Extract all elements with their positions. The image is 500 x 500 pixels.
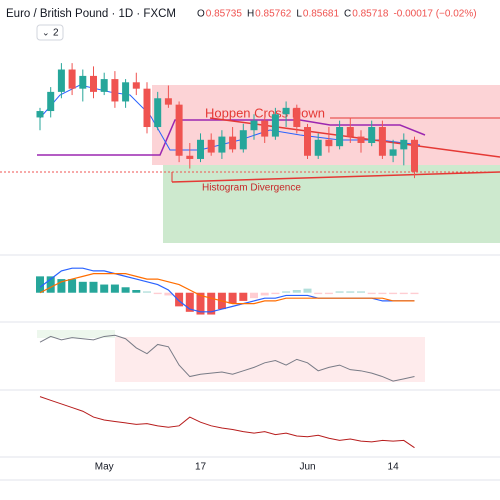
candle-body <box>111 79 119 102</box>
candle-body <box>314 139 322 156</box>
macd-histogram <box>196 292 205 315</box>
candle-body <box>164 98 172 105</box>
macd-histogram <box>68 279 77 293</box>
macd-histogram <box>143 291 151 293</box>
macd-histogram <box>314 292 323 295</box>
candle-body <box>261 120 269 137</box>
candle-body <box>293 107 301 128</box>
ohlc-label: O <box>197 9 205 20</box>
ohlc-label: C <box>344 9 351 20</box>
macd-histogram <box>399 292 408 295</box>
candle-body <box>175 104 183 156</box>
x-tick-label: May <box>95 462 114 473</box>
macd-histogram <box>36 276 44 293</box>
macd-histogram <box>410 292 419 295</box>
macd-histogram <box>389 292 398 295</box>
candle-body <box>207 139 215 153</box>
candle-body <box>368 127 376 143</box>
candle-body <box>132 82 140 89</box>
macd-histogram <box>282 291 291 293</box>
macd-histogram <box>175 292 184 307</box>
macd-histogram <box>89 281 98 293</box>
macd-histogram <box>153 292 162 295</box>
candle-body <box>68 69 76 89</box>
stop-zone <box>163 165 500 243</box>
macd-histogram <box>260 292 269 296</box>
macd-histogram <box>378 292 387 295</box>
macd-histogram <box>228 292 237 304</box>
ohlc-label: L <box>296 9 302 20</box>
candle-body <box>325 139 333 147</box>
candle-body <box>122 82 130 102</box>
candle-body <box>57 69 65 92</box>
trend-line <box>171 171 500 183</box>
macd-histogram <box>346 291 355 293</box>
candle-body <box>197 139 204 159</box>
candle-body <box>357 136 365 143</box>
macd-histogram <box>164 292 173 296</box>
candle-body <box>79 75 87 89</box>
candle-body <box>36 111 44 118</box>
candle-body <box>336 127 344 147</box>
candle-body <box>378 127 386 156</box>
ohlc-label: H <box>247 9 254 20</box>
macd-histogram <box>367 292 376 295</box>
x-tick-label: 17 <box>195 462 207 473</box>
indicator-toggle[interactable] <box>36 24 64 41</box>
macd-histogram <box>110 284 119 293</box>
candle-body <box>400 139 408 150</box>
pane-separators <box>0 254 500 481</box>
ohlc-value: 0.85718 <box>352 9 389 20</box>
macd-histogram <box>132 290 141 293</box>
macd-histogram <box>57 279 66 293</box>
candle-body <box>154 98 162 128</box>
macd-histogram <box>357 291 365 293</box>
indicator-arrow: ⌄ <box>42 27 50 37</box>
candle-body <box>304 127 311 156</box>
candle-body <box>346 127 354 137</box>
macd-histogram <box>239 292 248 301</box>
candle-body <box>100 79 108 92</box>
change: -0.00017 (−0.02%) <box>393 9 476 20</box>
macd-histogram <box>250 292 258 299</box>
ohlc-value: 0.85735 <box>206 9 243 20</box>
ohlc-value: 0.85762 <box>255 9 292 20</box>
chart-title: Euro / British Pound · 1D · FXCM <box>6 8 176 20</box>
macd-histogram <box>207 292 216 315</box>
candle-body <box>250 120 258 131</box>
x-tick-label: Jun <box>299 462 315 473</box>
macd-histogram <box>185 292 194 312</box>
macd-line <box>39 273 415 305</box>
macd-histogram <box>292 290 301 293</box>
macd-histogram <box>78 281 87 293</box>
candle-body <box>271 114 279 137</box>
candle-body <box>90 75 97 92</box>
candle-body <box>218 136 226 153</box>
macd-histogram <box>303 288 312 293</box>
candle-body <box>389 149 397 156</box>
candle-body <box>186 155 194 159</box>
oscillator-zone <box>115 337 425 382</box>
macd-histogram <box>324 292 333 295</box>
indicator-badge: 2 <box>53 28 59 39</box>
x-tick-label: 14 <box>388 462 400 473</box>
oscillator-zone <box>37 330 115 338</box>
candle-body <box>282 107 290 115</box>
candle-body <box>411 139 418 172</box>
ohlc-value: 0.85681 <box>303 9 340 20</box>
macd-histogram <box>271 292 280 295</box>
trend-line <box>209 117 500 158</box>
oscillator-line <box>39 334 415 382</box>
candle-body <box>229 136 237 150</box>
trend-indicator-line <box>39 396 415 449</box>
annotation: Histogram Divergence <box>202 183 301 194</box>
macd-histogram <box>121 287 130 293</box>
macd-histogram <box>46 276 55 293</box>
candle-body <box>47 91 55 112</box>
candle-body <box>239 130 247 150</box>
macd-histogram <box>335 291 344 293</box>
macd-histogram <box>100 284 109 293</box>
candle-body <box>143 88 151 128</box>
